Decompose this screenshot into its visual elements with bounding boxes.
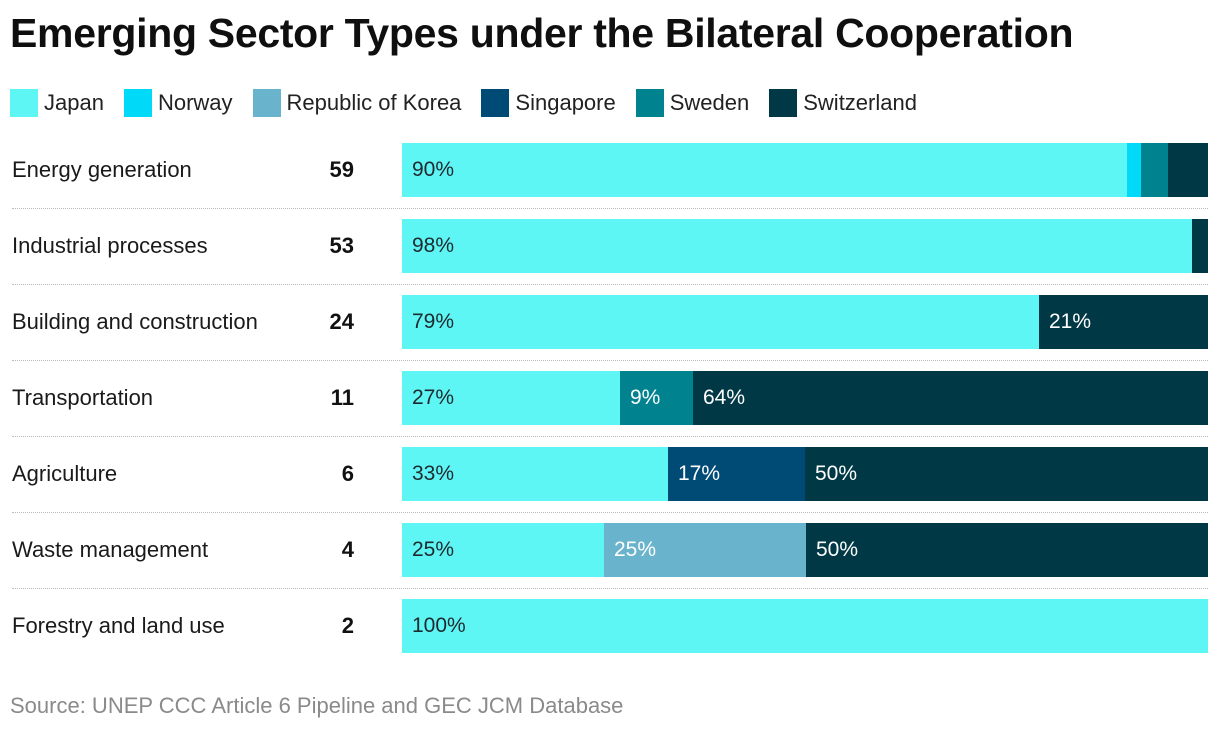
legend-swatch [252,89,281,117]
data-label: 27% [412,386,455,409]
project-count: 4 [341,537,354,562]
project-count: 6 [341,461,354,486]
bar-row-building-and-construction: Building and construction 24 79% 21% [0,295,1220,349]
data-label: 79% [412,310,455,333]
category-label: Waste management [12,537,209,562]
bar-row-industrial-processes: Industrial processes 53 98% [0,219,1220,273]
data-label: 98% [412,234,455,257]
data-label: 9% [630,386,661,409]
bar-segment-japan: 33% [402,447,668,501]
stacked-bar: 25% 25% 50% [402,523,1208,577]
data-label: 50% [816,538,859,561]
bar-segment-japan: 25% [402,523,604,577]
legend-swatch [635,89,664,117]
bar-segment-japan: 98% [402,219,1192,273]
bar-row-agriculture: Agriculture 6 33% 17% 50% [0,447,1220,501]
data-label: 25% [412,538,455,561]
bar-segment-japan: 100% [402,599,1208,653]
stacked-bar: 79% 21% [402,295,1208,349]
project-count: 59 [329,157,354,182]
legend-item-singapore: Singapore [481,89,616,117]
legend-label: Norway [157,90,233,115]
data-label: 50% [815,462,858,485]
legend-item-switzerland: Switzerland [769,89,917,117]
data-label: 21% [1049,310,1092,333]
row-divider [12,588,1208,589]
bar-segment-sweden [1141,143,1168,197]
row-divider [12,512,1208,513]
chart-title: Emerging Sector Types under the Bilatera… [10,10,1074,56]
data-label: 100% [412,614,466,637]
legend-label: Switzerland [803,90,917,115]
data-label: 64% [703,386,746,409]
legend-swatch [481,89,510,117]
project-count: 24 [329,309,354,334]
project-count: 11 [330,385,354,410]
bar-segment-singapore: 17% [668,447,805,501]
bar-segment-switzerland [1192,219,1208,273]
data-label: 17% [678,462,721,485]
legend-label: Singapore [515,90,616,115]
bar-segment-switzerland [1168,143,1208,197]
project-count: 2 [341,613,354,638]
category-label: Industrial processes [12,233,208,258]
bar-segment-japan: 90% [402,143,1127,197]
legend-swatch [769,89,798,117]
stacked-bar: 33% 17% 50% [402,447,1208,501]
bar-segment-republic-of-korea: 25% [604,523,806,577]
row-divider [12,360,1208,361]
bar-row-waste-management: Waste management 4 25% 25% 50% [0,523,1220,577]
bar-segment-switzerland: 64% [693,371,1208,425]
data-label: 90% [412,158,455,181]
data-label: 33% [412,462,455,485]
project-count: 53 [329,233,354,258]
legend-label: Sweden [669,90,750,115]
stacked-bar: 100% [402,599,1208,653]
bar-row-transportation: Transportation 11 27% 9% 64% [0,371,1220,425]
category-label: Energy generation [12,157,192,182]
legend-label: Japan [44,90,104,115]
bar-segment-norway [1127,143,1141,197]
legend-swatch [123,89,152,117]
data-label: 25% [614,538,657,561]
row-divider [12,208,1208,209]
legend-item-norway: Norway [123,89,233,117]
stacked-bar: 90% [402,143,1208,197]
bar-segment-japan: 27% [402,371,620,425]
bar-segment-switzerland: 50% [806,523,1208,577]
category-label: Building and construction [12,309,258,334]
chart-source: Source: UNEP CCC Article 6 Pipeline and … [10,693,624,718]
legend-item-republic-of-korea: Republic of Korea [252,89,462,117]
row-divider [12,284,1208,285]
bar-segment-switzerland: 50% [805,447,1208,501]
chart-legend: Japan Norway Republic of Korea Singapore Swe… [10,88,937,118]
bar-row-energy-generation: Energy generation 59 90% [0,143,1220,197]
legend-item-japan: Japan [10,89,104,117]
legend-item-sweden: Sweden [635,89,750,117]
category-label: Agriculture [12,461,118,486]
legend-swatch [10,89,38,117]
bar-segment-japan: 79% [402,295,1039,349]
legend-label: Republic of Korea [286,90,462,115]
bar-segment-sweden: 9% [620,371,693,425]
category-label: Transportation [12,385,154,410]
bar-segment-switzerland: 21% [1039,295,1208,349]
category-label: Forestry and land use [12,613,225,638]
stacked-bar: 98% [402,219,1208,273]
row-divider [12,436,1208,437]
bar-row-forestry-and-land-use: Forestry and land use 2 100% [0,599,1220,653]
stacked-bar: 27% 9% 64% [402,371,1208,425]
